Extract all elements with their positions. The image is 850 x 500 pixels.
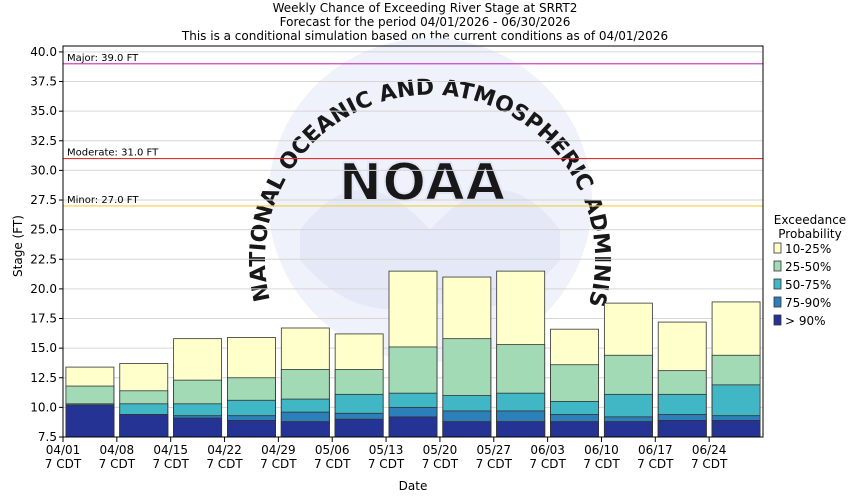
bar-layer [65,270,761,438]
legend-label: 10-25% [785,242,831,256]
noaa-logo-wave [300,190,560,309]
threshold-label: Moderate: 31.0 FT [67,148,159,159]
x-tick-sublabel: 7 CDT [422,457,459,471]
x-tick-sublabel: 7 CDT [314,457,351,471]
y-tick-label: 27.5 [30,193,57,207]
x-tick-label: 05/06 [315,443,350,457]
x-tick-sublabel: 7 CDT [368,457,405,471]
legend-swatch [773,260,782,272]
bar-segment [227,420,276,438]
x-tick-label: 04/15 [153,443,188,457]
legend-label: 75-90% [785,296,831,310]
bar-segment [442,421,492,438]
threshold-layer: Major: 39.0 FT Moderate: 31.0 FT Minor: 27… [63,53,763,207]
threshold-label: Minor: 27.0 FT [67,195,139,206]
legend-label: > 90% [785,314,826,328]
legend-items: 10-25% 25-50% 50-75% 75-90% > 90% [773,242,831,328]
x-axis-label: Date [399,479,428,493]
chart-subtitle-1: Forecast for the period 04/01/2026 - 06/… [280,15,571,29]
bar-segment [173,417,223,438]
y-tick-label: 30.0 [30,163,57,177]
noaa-center-text: NOAA [339,153,506,213]
legend-swatch [773,296,782,308]
x-tick-sublabel: 7 CDT [45,457,82,471]
y-tick-label: 40.0 [30,45,57,59]
y-tick-label: 37.5 [30,75,57,89]
plot-frame [62,45,764,438]
x-tick-label: 04/01 [46,443,81,457]
x-tick-sublabel: 7 CDT [99,457,136,471]
bar-segment [496,421,546,438]
y-tick-label: 22.5 [30,252,57,266]
bar-segment [334,418,384,438]
chart-subtitle-2: This is a conditional simulation based o… [181,29,668,43]
y-tick-label: 10.0 [30,400,57,414]
y-tick-label: 15.0 [30,341,57,355]
x-tick-label: 06/17 [638,443,673,457]
legend-title-line-1: Exceedance [774,213,846,227]
legend-swatch [773,314,782,326]
legend-swatch [773,242,782,254]
x-tick-label: 06/24 [692,443,727,457]
bar-segment [280,421,330,438]
bar-segment [711,420,761,438]
bar-segment [657,420,707,438]
bar-segment [65,404,115,438]
bar-segment [388,416,438,438]
bar-segment [603,421,653,438]
y-tick-label: 20.0 [30,282,57,296]
x-tick-label: 06/03 [530,443,565,457]
y-tick-label: 17.5 [30,312,57,326]
x-tick-sublabel: 7 CDT [691,457,728,471]
x-tick-sublabel: 7 CDT [206,457,243,471]
y-tick-label: 7.5 [38,430,57,444]
legend: Exceedance Probability 10-25% 25-50% 50-75… [773,213,846,328]
legend-swatch [773,278,782,290]
bar-segment [119,414,169,438]
x-tick-label: 04/29 [261,443,296,457]
x-tick-label: 05/13 [369,443,404,457]
legend-label: 50-75% [785,278,831,292]
chart-title: Weekly Chance of Exceeding River Stage a… [273,1,578,15]
axis-layer: 7.5 10.0 12.5 15.0 17.5 20.0 22.5 25.0 27.5 30.0 3… [30,45,764,471]
y-tick-label: 35.0 [30,104,57,118]
y-tick-label: 32.5 [30,134,57,148]
x-tick-label: 06/10 [584,443,619,457]
y-axis-label: Stage (FT) [11,215,25,277]
x-tick-sublabel: 7 CDT [152,457,189,471]
legend-title-line-2: Probability [778,227,841,241]
x-tick-label: 04/08 [100,443,135,457]
threshold-label: Major: 39.0 FT [67,53,139,64]
x-tick-sublabel: 7 CDT [637,457,674,471]
y-tick-label: 12.5 [30,371,57,385]
x-tick-label: 04/22 [207,443,242,457]
x-tick-sublabel: 7 CDT [583,457,620,471]
x-tick-sublabel: 7 CDT [476,457,513,471]
bar-segment [550,421,599,438]
y-tick-label: 25.0 [30,223,57,237]
x-tick-sublabel: 7 CDT [529,457,566,471]
legend-label: 25-50% [785,260,831,274]
x-tick-label: 05/20 [423,443,458,457]
x-tick-sublabel: 7 CDT [260,457,297,471]
x-tick-label: 05/27 [476,443,511,457]
